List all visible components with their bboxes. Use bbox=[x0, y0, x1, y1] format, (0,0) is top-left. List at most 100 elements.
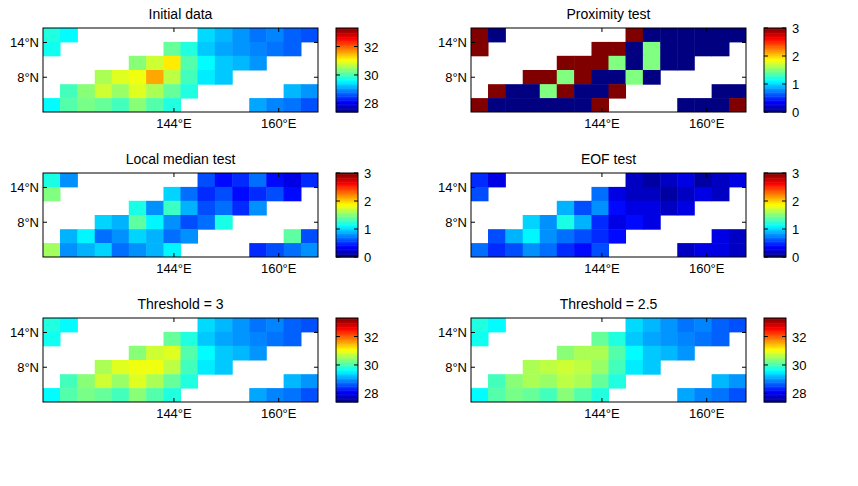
y-tick bbox=[471, 77, 475, 78]
cell bbox=[146, 243, 164, 257]
cell bbox=[43, 28, 61, 42]
cell bbox=[505, 388, 523, 402]
y-tick bbox=[43, 332, 47, 333]
cell bbox=[609, 187, 627, 201]
colorbar-tick bbox=[764, 336, 768, 337]
cell bbox=[181, 42, 199, 56]
cell bbox=[198, 70, 216, 85]
cell bbox=[129, 346, 147, 361]
y-tick-label: 14°N bbox=[438, 35, 467, 50]
cell bbox=[574, 243, 592, 257]
x-tick bbox=[706, 173, 707, 177]
cell bbox=[540, 243, 558, 257]
y-tick bbox=[314, 77, 318, 78]
cell bbox=[301, 173, 318, 187]
cell bbox=[471, 332, 489, 346]
cell bbox=[643, 70, 661, 85]
cell bbox=[232, 318, 250, 332]
cell bbox=[591, 332, 609, 346]
cell bbox=[163, 229, 181, 243]
cell bbox=[95, 229, 113, 243]
colorbar-tick bbox=[764, 393, 768, 394]
cell bbox=[112, 243, 130, 257]
cell bbox=[557, 56, 575, 71]
colorbar-frame bbox=[764, 318, 786, 402]
cell bbox=[591, 360, 609, 375]
colorbar-tick-label: 30 bbox=[364, 358, 378, 373]
cell bbox=[163, 243, 181, 257]
cell bbox=[95, 243, 113, 257]
cell bbox=[626, 56, 644, 71]
colorbar-tick bbox=[354, 364, 358, 365]
colorbar-tick-label: 1 bbox=[792, 222, 799, 237]
colorbar-frame bbox=[336, 318, 358, 402]
cell bbox=[677, 98, 695, 112]
x-tick bbox=[601, 108, 602, 112]
cell bbox=[540, 84, 558, 98]
cell bbox=[591, 98, 609, 112]
cell bbox=[471, 173, 489, 187]
y-tick bbox=[43, 77, 47, 78]
colorbar-tick bbox=[764, 257, 768, 258]
colorbar-tick-label: 3 bbox=[364, 166, 371, 181]
colorbar-tick bbox=[764, 56, 768, 57]
cell bbox=[129, 56, 147, 71]
cell bbox=[129, 374, 147, 388]
cell bbox=[112, 84, 130, 98]
cell bbox=[471, 318, 489, 332]
cell bbox=[112, 98, 130, 112]
cell bbox=[677, 318, 695, 332]
colorbar-tick bbox=[782, 84, 786, 85]
colorbar-tick-label: 30 bbox=[364, 68, 378, 83]
cell bbox=[660, 187, 678, 201]
cell bbox=[488, 98, 506, 112]
x-tick-label: 144°E bbox=[584, 116, 620, 131]
cell bbox=[129, 388, 147, 402]
cell bbox=[677, 243, 695, 257]
cell bbox=[266, 28, 284, 42]
cell bbox=[540, 229, 558, 243]
y-tick bbox=[43, 367, 47, 368]
cell bbox=[488, 28, 506, 42]
colorbar-tick bbox=[782, 229, 786, 230]
cell bbox=[643, 346, 661, 361]
cell bbox=[77, 84, 95, 98]
cell bbox=[694, 98, 712, 112]
cell bbox=[488, 318, 506, 332]
cell bbox=[677, 42, 695, 56]
colorbar-tick bbox=[354, 74, 358, 75]
cells bbox=[471, 28, 746, 112]
cell bbox=[609, 201, 627, 216]
y-tick bbox=[471, 332, 475, 333]
cell bbox=[301, 388, 318, 402]
cell bbox=[609, 346, 627, 361]
panel-title: Initial data bbox=[149, 6, 213, 22]
colorbar-tick bbox=[782, 257, 786, 258]
cell bbox=[198, 360, 216, 375]
cell bbox=[95, 215, 113, 230]
cell bbox=[146, 346, 164, 361]
cell bbox=[215, 201, 233, 216]
cell bbox=[694, 388, 712, 402]
panel-title: Proximity test bbox=[566, 6, 650, 22]
cell bbox=[146, 374, 164, 388]
cell bbox=[488, 243, 506, 257]
cell bbox=[712, 42, 730, 56]
colorbar-tick-label: 32 bbox=[364, 40, 378, 55]
cell bbox=[712, 318, 730, 332]
colorbar-frame bbox=[764, 173, 786, 257]
cell bbox=[729, 98, 746, 112]
x-tick bbox=[601, 398, 602, 402]
cell bbox=[694, 332, 712, 346]
cell bbox=[215, 346, 233, 361]
cell bbox=[112, 70, 130, 85]
cell bbox=[557, 243, 575, 257]
x-tick bbox=[173, 173, 174, 177]
cell bbox=[471, 388, 489, 402]
cell bbox=[591, 187, 609, 201]
cell bbox=[729, 28, 746, 42]
cell bbox=[471, 98, 489, 112]
cell bbox=[163, 201, 181, 216]
cell bbox=[112, 374, 130, 388]
cell bbox=[43, 332, 61, 346]
